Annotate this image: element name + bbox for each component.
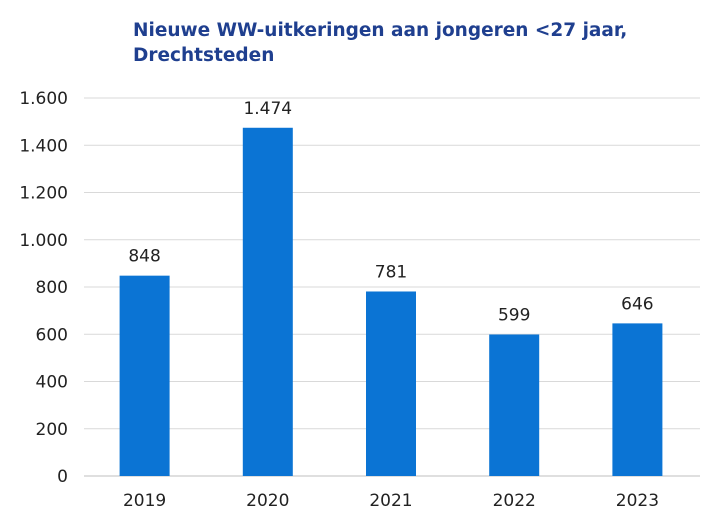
bar-2022 [489,334,540,476]
bars [119,127,663,476]
y-tick-label-1600: 1.600 [19,89,68,109]
y-tick-label-0: 0 [57,467,68,487]
data-labels: 848 1.474 781 599 646 [128,99,653,326]
data-label-2022: 599 [498,305,530,325]
y-tick-label-400: 400 [36,373,68,393]
y-axis-tick-labels: 0 200 400 600 800 1.000 1.200 1.400 1.600 [19,89,68,487]
x-tick-label-2019: 2019 [123,491,166,511]
data-label-2020: 1.474 [243,99,292,119]
bar-2021 [366,291,416,476]
y-tick-label-1000: 1.000 [19,231,68,251]
bar-2023 [612,323,663,476]
x-tick-label-2020: 2020 [246,491,289,511]
bar-2020 [242,127,293,476]
y-tick-label-1400: 1.400 [19,136,68,156]
x-tick-label-2021: 2021 [369,491,412,511]
y-tick-label-1200: 1.200 [19,184,68,204]
bar-2019 [119,275,170,476]
x-tick-label-2022: 2022 [493,491,536,511]
gridlines [84,97,700,477]
chart-title: Nieuwe WW-uitkeringen aan jongeren <27 j… [133,20,628,66]
x-tick-label-2023: 2023 [616,491,659,511]
y-tick-label-200: 200 [36,420,68,440]
data-label-2019: 848 [128,247,160,267]
y-tick-label-800: 800 [36,278,68,298]
y-tick-label-600: 600 [36,325,68,345]
x-axis-tick-labels: 2019 2020 2021 2022 2023 [123,491,659,511]
data-label-2023: 646 [621,294,653,314]
data-label-2021: 781 [375,262,407,282]
